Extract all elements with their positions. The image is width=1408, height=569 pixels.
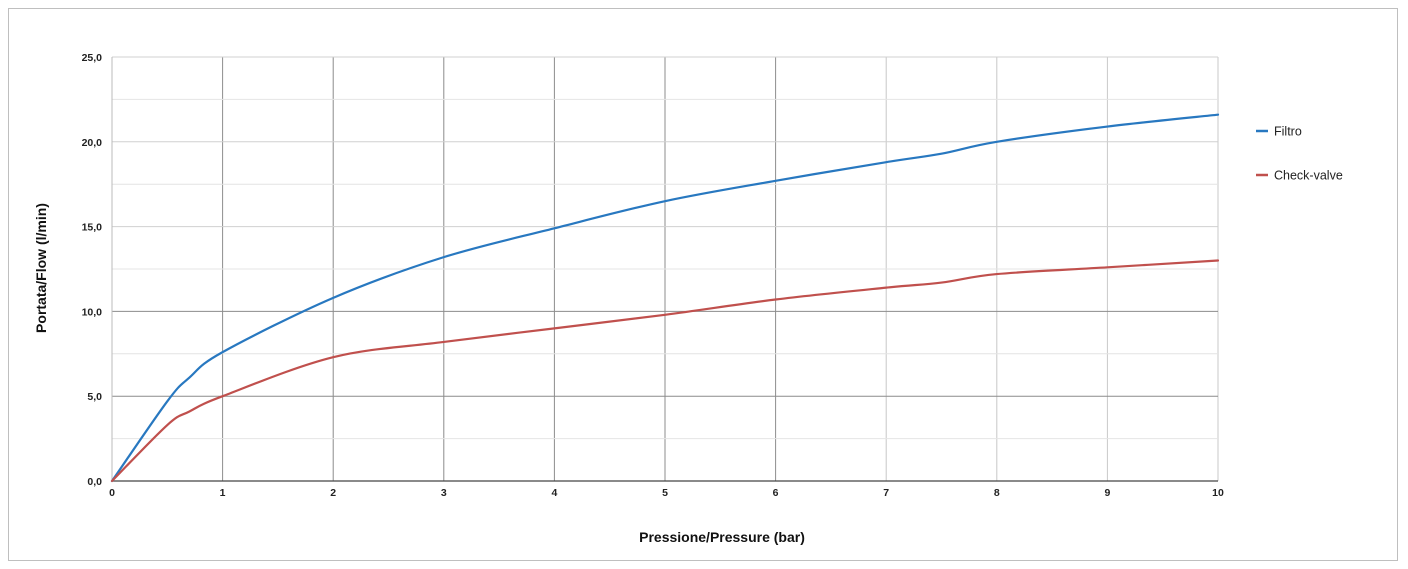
x-tick-label: 0 — [109, 487, 115, 499]
y-tick-label: 20,0 — [82, 137, 103, 149]
x-tick-label: 1 — [220, 487, 226, 499]
y-tick-label: 15,0 — [82, 222, 103, 234]
x-tick-label: 3 — [441, 487, 447, 499]
x-tick-label: 4 — [551, 487, 557, 499]
x-tick-label: 8 — [994, 487, 1000, 499]
y-tick-label: 0,0 — [87, 476, 102, 488]
x-tick-label: 2 — [330, 487, 336, 499]
x-tick-label: 6 — [773, 487, 779, 499]
x-tick-label: 10 — [1212, 487, 1224, 499]
x-tick-label: 9 — [1104, 487, 1110, 499]
series-layer — [110, 113, 1220, 483]
x-tick-label: 5 — [662, 487, 668, 499]
y-tick-labels: 0,0 5,0 10,0 15,0 20,0 25,0 — [82, 52, 103, 488]
y-tick-label: 10,0 — [82, 306, 103, 318]
chart-frame — [8, 8, 1398, 561]
series-line-filtro — [110, 113, 1220, 483]
y-tick-label: 25,0 — [82, 52, 103, 64]
y-tick-label: 5,0 — [87, 391, 102, 403]
x-axis-title: Pressione/Pressure (bar) — [639, 529, 805, 545]
grid-lines — [112, 56, 1219, 481]
x-tick-labels: 0 1 2 3 4 5 6 7 8 9 10 — [109, 487, 1224, 499]
x-tick-label: 7 — [883, 487, 889, 499]
legend: Filtro Check-valve — [1256, 125, 1343, 183]
axes — [111, 57, 1218, 482]
legend-label: Check-valve — [1274, 169, 1343, 183]
y-axis-title: Portata/Flow (l/min) — [33, 203, 49, 333]
legend-label: Filtro — [1274, 125, 1302, 139]
series-line-check-valve — [110, 259, 1220, 483]
